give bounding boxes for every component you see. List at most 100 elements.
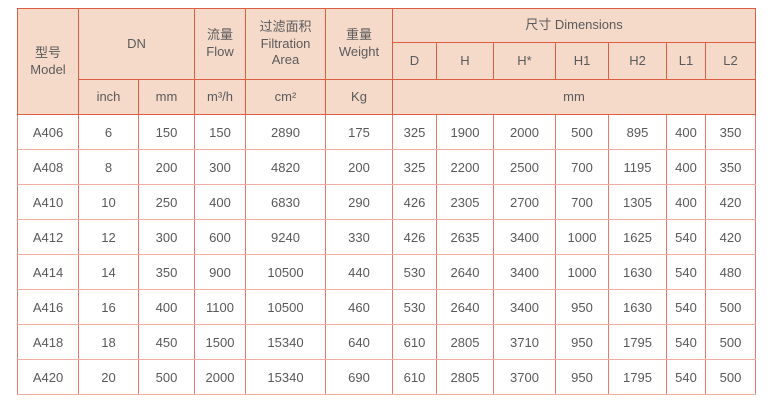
table-cell: 20 bbox=[78, 359, 139, 395]
table-cell: 610 bbox=[392, 359, 437, 395]
table-cell: 895 bbox=[608, 114, 667, 150]
table-cell: 300 bbox=[138, 219, 195, 255]
header-dim-l1: L1 bbox=[666, 42, 706, 80]
table-cell: 900 bbox=[194, 254, 246, 290]
table-cell: 480 bbox=[704, 254, 757, 290]
table-cell: 610 bbox=[392, 324, 437, 360]
table-cell: 400 bbox=[666, 114, 706, 150]
table-cell: 950 bbox=[555, 324, 609, 360]
table-cell: 530 bbox=[392, 289, 437, 325]
table-cell: 2805 bbox=[436, 324, 494, 360]
unit-area: cm² bbox=[245, 79, 326, 115]
header-model: 型号 Model bbox=[17, 8, 79, 115]
table-cell: 350 bbox=[704, 149, 757, 185]
table-cell: 3400 bbox=[493, 289, 556, 325]
table-row: A418 18 450 1500 15340 640 610 2805 3710… bbox=[17, 324, 757, 360]
table-row: A412 12 300 600 9240 330 426 2635 3400 1… bbox=[17, 219, 757, 255]
model-cell: A408 bbox=[17, 149, 79, 185]
table-cell: 1900 bbox=[436, 114, 494, 150]
table-cell: 700 bbox=[555, 184, 609, 220]
header-dim-h: H bbox=[436, 42, 494, 80]
table-cell: 1795 bbox=[608, 324, 667, 360]
table-cell: 640 bbox=[325, 324, 393, 360]
table-cell: 450 bbox=[138, 324, 195, 360]
header-flow: 流量 Flow bbox=[194, 8, 246, 80]
table-cell: 700 bbox=[555, 149, 609, 185]
table-cell: 540 bbox=[666, 219, 706, 255]
table-cell: 500 bbox=[138, 359, 195, 395]
table-cell: 10500 bbox=[245, 254, 326, 290]
table-cell: 1100 bbox=[194, 289, 246, 325]
table-cell: 460 bbox=[325, 289, 393, 325]
header-row-units: inch mm m³/h cm² Kg mm bbox=[18, 79, 757, 115]
header-dim-h1: H1 bbox=[555, 42, 609, 80]
model-cell: A414 bbox=[17, 254, 79, 290]
table-cell: 10 bbox=[78, 184, 139, 220]
table-row: A420 20 500 2000 15340 690 610 2805 3700… bbox=[17, 359, 757, 395]
table-cell: 400 bbox=[666, 184, 706, 220]
table-cell: 690 bbox=[325, 359, 393, 395]
table-cell: 1630 bbox=[608, 254, 667, 290]
table-cell: 500 bbox=[704, 289, 757, 325]
table-cell: 420 bbox=[704, 184, 757, 220]
table-cell: 330 bbox=[325, 219, 393, 255]
unit-dimensions-mm: mm bbox=[391, 79, 757, 115]
model-cell: A406 bbox=[17, 114, 79, 150]
spec-table-container: 型号 Model DN 流量 Flow 过滤面积 Filtration Area… bbox=[17, 8, 771, 395]
table-cell: 12 bbox=[78, 219, 139, 255]
table-cell: 500 bbox=[704, 359, 757, 395]
unit-flow: m³/h bbox=[194, 79, 246, 115]
table-cell: 530 bbox=[392, 254, 437, 290]
table-cell: 2000 bbox=[493, 114, 556, 150]
model-cell: A410 bbox=[17, 184, 79, 220]
table-cell: 540 bbox=[666, 359, 706, 395]
table-cell: 426 bbox=[392, 219, 437, 255]
table-cell: 400 bbox=[194, 184, 246, 220]
table-cell: 15340 bbox=[245, 324, 326, 360]
table-cell: 3710 bbox=[493, 324, 556, 360]
table-cell: 2805 bbox=[436, 359, 494, 395]
table-cell: 440 bbox=[325, 254, 393, 290]
table-cell: 250 bbox=[138, 184, 195, 220]
table-cell: 8 bbox=[78, 149, 139, 185]
table-cell: 350 bbox=[138, 254, 195, 290]
table-cell: 200 bbox=[325, 149, 393, 185]
table-cell: 16 bbox=[78, 289, 139, 325]
table-cell: 9240 bbox=[245, 219, 326, 255]
model-cell: A412 bbox=[17, 219, 79, 255]
model-cell: A420 bbox=[17, 359, 79, 395]
table-row: A408 8 200 300 4820 200 325 2200 2500 70… bbox=[17, 149, 757, 185]
header-row-dimension-columns: D H H* H1 H2 L1 L2 bbox=[18, 42, 757, 80]
table-cell: 1630 bbox=[608, 289, 667, 325]
header-weight: 重量 Weight bbox=[325, 8, 393, 80]
table-cell: 1500 bbox=[194, 324, 246, 360]
table-cell: 6830 bbox=[245, 184, 326, 220]
table-cell: 14 bbox=[78, 254, 139, 290]
unit-inch: inch bbox=[78, 79, 139, 115]
table-cell: 325 bbox=[392, 149, 437, 185]
table-cell: 1195 bbox=[608, 149, 667, 185]
table-cell: 200 bbox=[138, 149, 195, 185]
table-cell: 400 bbox=[138, 289, 195, 325]
table-cell: 1305 bbox=[608, 184, 667, 220]
table-cell: 2640 bbox=[436, 254, 494, 290]
table-cell: 150 bbox=[138, 114, 195, 150]
table-cell: 175 bbox=[325, 114, 393, 150]
model-cell: A416 bbox=[17, 289, 79, 325]
table-cell: 400 bbox=[666, 149, 706, 185]
table-cell: 4820 bbox=[245, 149, 326, 185]
table-cell: 18 bbox=[78, 324, 139, 360]
table-cell: 3700 bbox=[493, 359, 556, 395]
table-cell: 150 bbox=[194, 114, 246, 150]
table-cell: 500 bbox=[555, 114, 609, 150]
table-row: A406 6 150 150 2890 175 325 1900 2000 50… bbox=[17, 114, 757, 150]
header-dim-d: D bbox=[392, 42, 437, 80]
table-cell: 2500 bbox=[493, 149, 556, 185]
table-cell: 540 bbox=[666, 254, 706, 290]
header-dimensions: 尺寸 Dimensions bbox=[391, 8, 757, 43]
table-cell: 290 bbox=[325, 184, 393, 220]
table-cell: 1000 bbox=[555, 219, 609, 255]
table-cell: 1625 bbox=[608, 219, 667, 255]
table-cell: 300 bbox=[194, 149, 246, 185]
table-cell: 2635 bbox=[436, 219, 494, 255]
